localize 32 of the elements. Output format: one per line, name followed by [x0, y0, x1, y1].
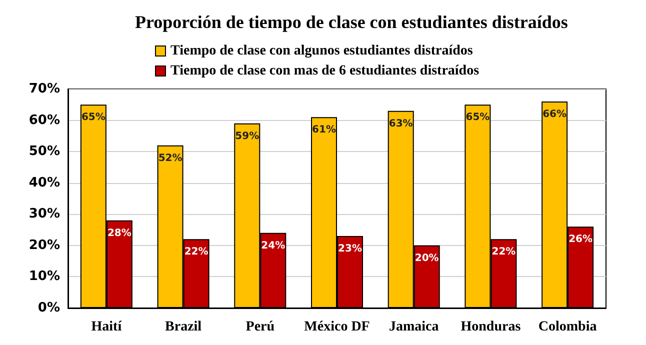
chart-title: Proporción de tiempo de clase con estudiantes distraídos	[135, 12, 568, 32]
y-tick-label: 60%	[28, 112, 60, 128]
x-tick-label: Honduras	[460, 320, 522, 334]
data-label: 22%	[492, 246, 516, 258]
data-label: 22%	[184, 246, 208, 258]
data-label: 63%	[388, 118, 413, 130]
data-label: 23%	[338, 244, 362, 255]
y-tick-label: 20%	[28, 238, 60, 253]
x-tick-label: México DF	[304, 320, 370, 334]
y-tick-label: 0%	[38, 300, 60, 316]
y-tick-label: 70%	[28, 82, 60, 96]
data-label: 65%	[81, 112, 106, 124]
x-tick-label: Brazil	[165, 320, 202, 334]
y-tick-label: 10%	[28, 269, 60, 284]
x-tick-label: Haití	[91, 320, 123, 334]
data-label: 28%	[107, 228, 132, 239]
data-label: 24%	[261, 240, 286, 252]
data-label: 52%	[158, 152, 182, 164]
data-label: 66%	[542, 109, 567, 120]
data-label: 59%	[235, 130, 260, 142]
legend-label: Tiempo de clase con algunos estudiantes distraídos	[170, 44, 474, 58]
x-tick-label: Colombia	[538, 320, 597, 334]
y-tick-label: 30%	[28, 206, 60, 222]
x-tick-label: Perú	[246, 320, 275, 334]
data-label: 65%	[466, 112, 490, 124]
legend-label: Tiempo de clase con mas de 6 estudiantes distraídos	[170, 64, 480, 78]
data-label: 61%	[312, 124, 336, 136]
y-tick-label: 50%	[28, 144, 60, 160]
y-tick-label: 40%	[28, 175, 60, 190]
data-label: 20%	[414, 252, 439, 264]
data-label: 26%	[568, 234, 593, 246]
x-tick-label: Jamaica	[388, 320, 439, 334]
